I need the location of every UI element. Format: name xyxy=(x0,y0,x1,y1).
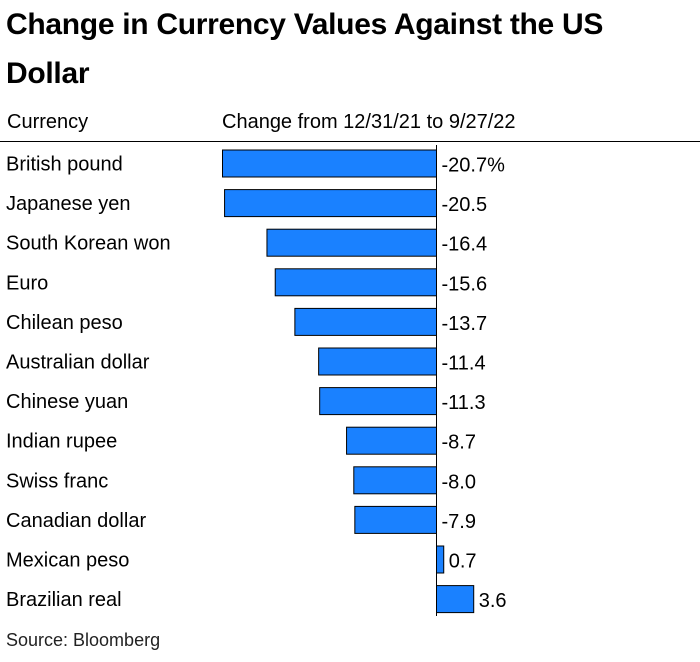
category-label: Brazilian real xyxy=(6,589,122,611)
category-label: Indian rupee xyxy=(6,431,117,453)
column-header-currency: Currency xyxy=(7,111,89,133)
category-label: Chinese yuan xyxy=(6,391,128,413)
category-label: Canadian dollar xyxy=(6,510,146,532)
value-label: -16.4 xyxy=(442,234,488,256)
header-divider xyxy=(0,141,700,142)
bar xyxy=(346,426,438,455)
category-label: British pound xyxy=(6,154,123,176)
bar xyxy=(436,585,475,614)
value-label: -11.3 xyxy=(442,392,486,414)
bar xyxy=(274,268,437,297)
bar xyxy=(222,149,437,178)
bar xyxy=(436,545,445,574)
source-note: Source: Bloomberg xyxy=(6,630,161,650)
column-header-change: Change from 12/31/21 to 9/27/22 xyxy=(222,111,516,133)
value-label: -20.5 xyxy=(442,194,488,216)
category-label: Chilean peso xyxy=(6,312,123,334)
bar xyxy=(318,347,437,376)
bar xyxy=(319,387,437,416)
value-label: 3.6 xyxy=(479,590,507,612)
value-label: -20.7% xyxy=(442,155,506,177)
value-label: -11.4 xyxy=(442,353,486,375)
value-label: -13.7 xyxy=(442,313,488,335)
bar xyxy=(266,228,437,257)
value-label: -8.7 xyxy=(442,432,476,454)
value-label: -8.0 xyxy=(442,471,476,493)
category-label: Japanese yen xyxy=(6,193,131,215)
value-label: -7.9 xyxy=(442,511,476,533)
bar xyxy=(294,307,437,336)
chart-title: Change in Currency Values Against the US… xyxy=(6,8,604,90)
category-label: Australian dollar xyxy=(6,352,150,374)
category-label: Swiss franc xyxy=(6,470,108,492)
value-label: 0.7 xyxy=(449,551,477,573)
value-label: -15.6 xyxy=(442,273,488,295)
category-label: South Korean won xyxy=(6,233,171,255)
bar xyxy=(354,505,437,534)
bar xyxy=(353,466,437,495)
category-label: Mexican peso xyxy=(6,550,129,572)
bar xyxy=(224,189,437,218)
category-label: Euro xyxy=(6,272,48,294)
